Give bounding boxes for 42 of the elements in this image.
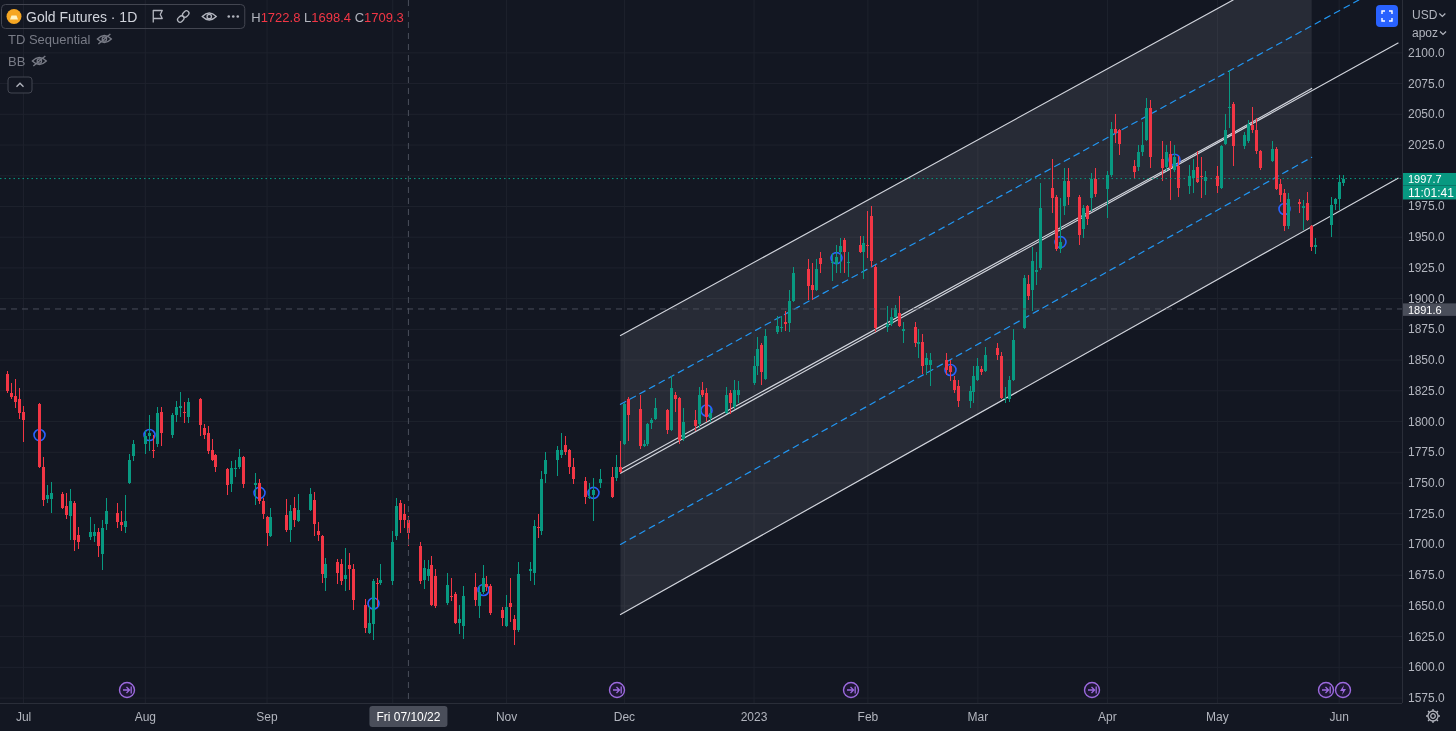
text: 11:01:41 [1408, 185, 1455, 200]
y-tick-label: 1975.0 [1408, 199, 1446, 214]
y-tick-label: 2050.0 [1408, 107, 1446, 122]
y-tick-label: 1575.0 [1408, 691, 1446, 706]
x-tick-label: Jul [15, 710, 32, 724]
y-tick-label: 1900.0 [1408, 291, 1446, 306]
ref-line-label: 1997.7 [1408, 173, 1442, 186]
x-tick-label: Apr [1098, 710, 1117, 724]
text: Gold Futures · 1D [26, 8, 138, 25]
x-tick-label: Nov [495, 710, 518, 724]
y-tick-label: 1925.0 [1408, 260, 1446, 275]
annotation: TD Sequential [8, 31, 91, 47]
y-tick-label: 1600.0 [1408, 660, 1446, 675]
text: apoz [1412, 26, 1439, 40]
y-tick-label: 1700.0 [1408, 537, 1446, 552]
annotation: H1722.8 L1698.4 C1709.3 [251, 9, 404, 24]
x-tick-label: May [1206, 710, 1229, 724]
y-tick-label: 1800.0 [1408, 414, 1446, 429]
y-tick-label: 1750.0 [1408, 476, 1446, 491]
x-tick-label: Mar [967, 710, 989, 724]
x-tick-label: Dec [613, 710, 636, 724]
ref-line-label: 1891.6 [1408, 303, 1442, 316]
y-tick-label: 2075.0 [1408, 76, 1446, 91]
y-tick-label: 2100.0 [1408, 45, 1446, 60]
y-tick-label: 1875.0 [1408, 322, 1446, 337]
y-tick-label: 1650.0 [1408, 598, 1446, 613]
y-tick-label: 1725.0 [1408, 506, 1446, 521]
ref-line-label: Fri 07/10/22 [376, 709, 441, 724]
y-tick-label: 1950.0 [1408, 230, 1446, 245]
y-tick-label: 1675.0 [1408, 568, 1446, 583]
x-tick-label: Aug [134, 710, 156, 724]
x-tick-label: Sep [256, 710, 279, 724]
x-tick-label: Jun [1329, 710, 1349, 724]
y-tick-label: 1625.0 [1408, 629, 1446, 644]
x-tick-label: 2023 [740, 710, 768, 724]
y-tick-label: 1775.0 [1408, 445, 1446, 460]
y-tick-label: 1825.0 [1408, 383, 1446, 398]
x-tick-label: Feb [857, 710, 879, 724]
y-tick-label: 1850.0 [1408, 353, 1446, 368]
annotation: BB [8, 53, 26, 69]
text: USD [1412, 8, 1438, 22]
y-tick-label: 2025.0 [1408, 138, 1446, 153]
